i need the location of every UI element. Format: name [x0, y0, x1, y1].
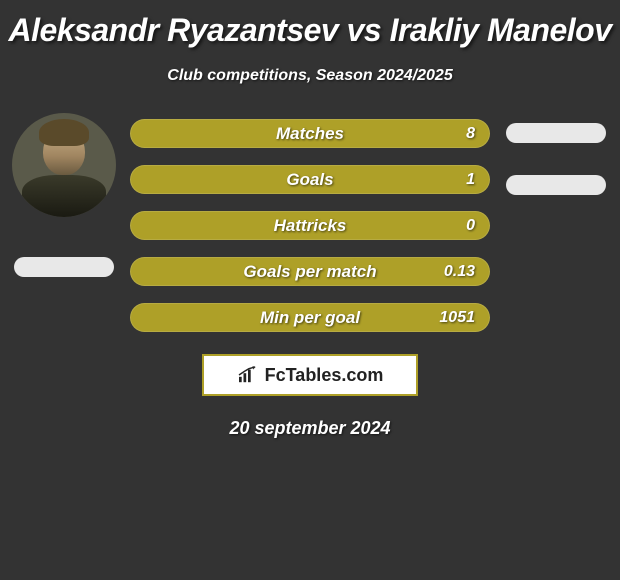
stat-label: Hattricks — [274, 216, 347, 236]
player-right-name-pill-2 — [506, 175, 606, 195]
stats-column: Matches 8 Goals 1 Hattricks 0 Goals per … — [120, 119, 500, 332]
logo-text: FcTables.com — [265, 365, 384, 386]
stat-right-value: 8 — [466, 125, 475, 143]
stat-label: Min per goal — [260, 308, 360, 328]
logo-box[interactable]: FcTables.com — [202, 354, 418, 396]
stat-bar-goals: Goals 1 — [130, 165, 490, 194]
stat-right-value: 0 — [466, 217, 475, 235]
player-right-name-pill-1 — [506, 123, 606, 143]
subtitle: Club competitions, Season 2024/2025 — [0, 67, 620, 85]
page-title: Aleksandr Ryazantsev vs Irakliy Manelov — [0, 0, 620, 49]
stat-label: Goals — [286, 170, 333, 190]
player-left-name-pill — [14, 257, 114, 277]
player-right-column — [500, 113, 612, 195]
stat-label: Goals per match — [243, 262, 376, 282]
stat-bar-min-per-goal: Min per goal 1051 — [130, 303, 490, 332]
date-line: 20 september 2024 — [0, 418, 620, 439]
stat-bar-goals-per-match: Goals per match 0.13 — [130, 257, 490, 286]
stat-right-value: 1051 — [439, 309, 475, 327]
stat-label: Matches — [276, 124, 344, 144]
content-row: Matches 8 Goals 1 Hattricks 0 Goals per … — [0, 113, 620, 332]
stat-right-value: 1 — [466, 171, 475, 189]
player-left-column — [8, 113, 120, 277]
player-left-avatar — [12, 113, 116, 217]
chart-icon — [237, 366, 259, 384]
stat-bar-matches: Matches 8 — [130, 119, 490, 148]
stat-right-value: 0.13 — [444, 263, 475, 281]
stat-bar-hattricks: Hattricks 0 — [130, 211, 490, 240]
